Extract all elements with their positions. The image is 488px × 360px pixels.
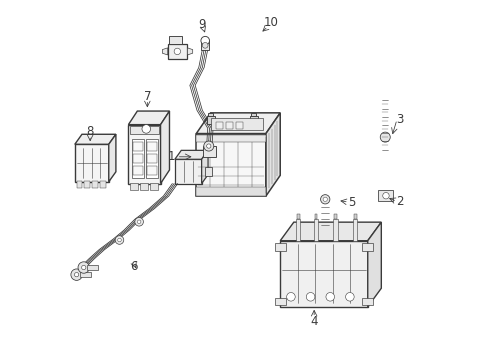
Bar (203, 146, 216, 157)
Polygon shape (187, 48, 192, 55)
Bar (296, 214, 299, 219)
Circle shape (382, 193, 388, 199)
Bar (274, 298, 285, 305)
Bar (84, 181, 90, 188)
Polygon shape (280, 222, 381, 241)
Bar (362, 298, 372, 305)
Bar (80, 272, 91, 277)
Circle shape (323, 197, 326, 202)
Circle shape (135, 217, 143, 226)
Circle shape (174, 48, 180, 55)
Circle shape (71, 269, 82, 280)
Circle shape (142, 125, 150, 133)
Bar (130, 183, 138, 190)
Circle shape (202, 42, 207, 48)
Bar (87, 265, 98, 270)
Bar (169, 36, 182, 44)
Bar (352, 219, 357, 241)
Text: 3: 3 (395, 113, 403, 126)
Bar (196, 135, 265, 143)
Polygon shape (367, 222, 381, 307)
Bar (147, 166, 157, 175)
Bar (130, 126, 159, 134)
Circle shape (118, 238, 121, 242)
Bar (133, 142, 142, 151)
Circle shape (320, 195, 329, 204)
Circle shape (74, 273, 79, 277)
Bar (167, 44, 187, 59)
Text: 5: 5 (347, 196, 355, 209)
Text: 9: 9 (198, 18, 205, 31)
Bar (150, 183, 158, 190)
Text: 7: 7 (143, 90, 151, 103)
Bar (133, 166, 142, 175)
Bar (250, 113, 256, 116)
Bar (92, 181, 98, 188)
Circle shape (78, 262, 89, 273)
Bar (353, 214, 356, 219)
Polygon shape (265, 113, 280, 196)
Bar (140, 183, 148, 190)
Polygon shape (196, 113, 280, 134)
Polygon shape (128, 125, 160, 184)
Bar (133, 154, 142, 163)
Bar (210, 118, 262, 130)
Text: 2: 2 (395, 195, 403, 208)
Bar (333, 219, 337, 241)
Bar (236, 122, 242, 129)
Bar (249, 116, 257, 124)
Circle shape (201, 36, 209, 45)
Circle shape (115, 236, 123, 244)
Polygon shape (108, 134, 116, 182)
Bar (147, 154, 157, 163)
Bar (295, 219, 300, 241)
Polygon shape (196, 134, 265, 196)
Bar (132, 139, 143, 178)
Polygon shape (201, 150, 207, 184)
Text: 8: 8 (86, 125, 94, 138)
Bar (206, 116, 214, 124)
Polygon shape (160, 111, 169, 184)
Polygon shape (175, 159, 201, 184)
Bar (77, 181, 82, 188)
Circle shape (325, 293, 334, 301)
Bar (362, 243, 372, 251)
Bar (274, 243, 285, 251)
Bar (147, 142, 157, 151)
Text: 10: 10 (264, 16, 278, 29)
Text: 1: 1 (167, 150, 175, 163)
Bar (207, 113, 213, 116)
Bar (216, 122, 222, 129)
Bar (378, 190, 393, 202)
Circle shape (286, 293, 295, 301)
Bar (226, 122, 232, 129)
Bar (333, 214, 336, 219)
Polygon shape (75, 144, 108, 182)
Bar (201, 41, 209, 50)
Polygon shape (280, 241, 367, 307)
Bar (146, 139, 158, 178)
Circle shape (206, 144, 210, 148)
Circle shape (81, 265, 86, 270)
Polygon shape (128, 111, 169, 125)
Polygon shape (75, 134, 116, 144)
Circle shape (203, 141, 213, 151)
Bar (314, 214, 317, 219)
Circle shape (345, 293, 353, 301)
Circle shape (305, 293, 314, 301)
Bar (100, 181, 106, 188)
Polygon shape (175, 150, 207, 159)
Text: 4: 4 (310, 315, 317, 328)
Bar (313, 219, 317, 241)
Bar (205, 167, 212, 176)
Bar (196, 187, 265, 196)
Polygon shape (162, 48, 167, 55)
Circle shape (137, 220, 141, 224)
Text: 6: 6 (130, 260, 137, 273)
Circle shape (380, 132, 389, 142)
